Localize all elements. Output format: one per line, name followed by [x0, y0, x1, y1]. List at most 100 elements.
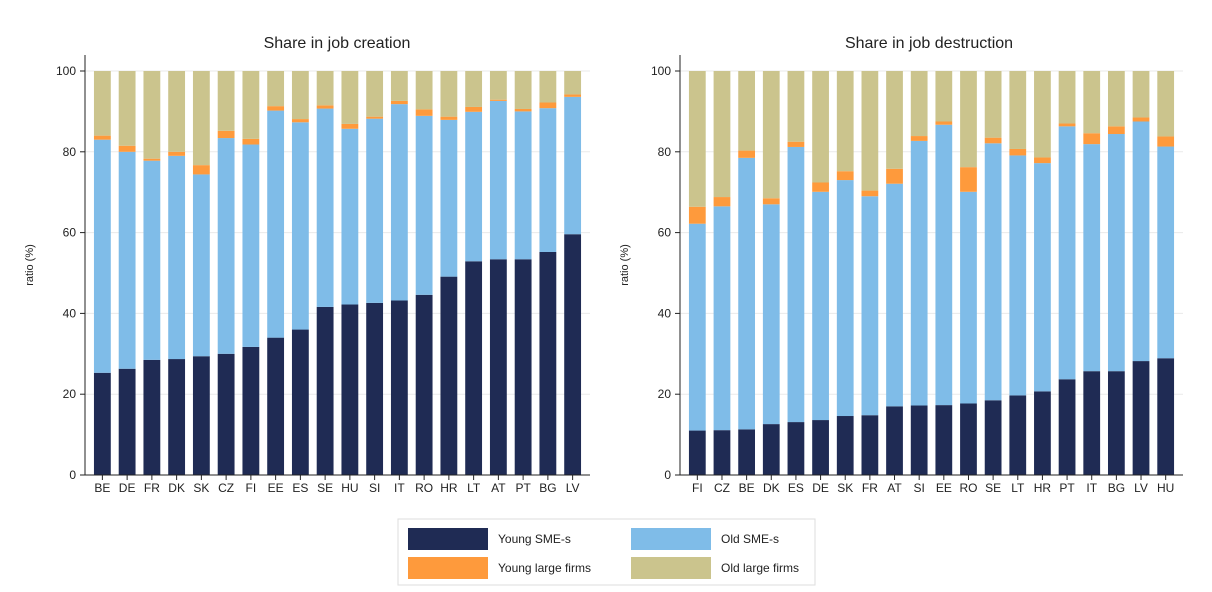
bar-young-sme-fi [242, 346, 260, 475]
bar-young-sme-dk [168, 359, 186, 475]
bar-old-sme-it [390, 104, 408, 301]
bar-young-large-lv [1132, 117, 1150, 122]
bar-old-large-es [291, 71, 309, 120]
x-tick-label: AT [887, 481, 902, 495]
bar-young-large-bg [539, 102, 557, 109]
bar-young-large-at [489, 99, 507, 101]
y-axis-label: ratio (%) [24, 244, 36, 286]
bar-old-sme-lv [564, 96, 582, 235]
bar-old-sme-se [316, 108, 334, 307]
bar-young-large-es [291, 119, 309, 123]
bar-young-sme-cz [713, 430, 731, 475]
x-tick-label: HR [1034, 481, 1052, 495]
bar-young-sme-lv [564, 234, 582, 475]
bar-old-large-fi [688, 71, 706, 207]
bar-old-sme-se [984, 143, 1002, 401]
legend-swatch-old-large [631, 557, 711, 579]
bar-old-sme-ro [960, 191, 977, 404]
bar-young-sme-ee [267, 337, 285, 475]
chart-panel-1: Share in job creation ratio (%) 0 20 40 60 80 1… [24, 35, 590, 495]
x-tick-label: IT [1086, 481, 1097, 495]
x-tick-label: HR [440, 481, 458, 495]
x-tick-label: ES [788, 481, 804, 495]
x-tick-label: HU [1157, 481, 1174, 495]
y-tick-label: 60 [63, 226, 77, 240]
bar-old-sme-lt [1009, 155, 1027, 396]
bar-young-large-es [787, 141, 805, 147]
x-tick-label: SI [914, 481, 925, 495]
x-tick-label: LV [1134, 481, 1148, 495]
bar-young-sme-lt [1009, 395, 1027, 475]
x-tick-label: SK [837, 481, 853, 495]
bar-old-sme-de [118, 151, 136, 369]
y-tick-label: 100 [651, 64, 671, 78]
bar-old-large-si [366, 71, 384, 117]
bar-young-sme-it [390, 300, 408, 475]
bar-old-large-ro [415, 71, 433, 110]
x-tick-label: BG [1108, 481, 1125, 495]
bar-young-sme-es [787, 422, 805, 475]
bar-young-sme-hu [341, 304, 359, 475]
bar-old-large-pt [514, 71, 532, 109]
bar-young-large-be [738, 150, 756, 158]
bar-young-large-hr [1034, 157, 1051, 164]
bar-young-large-it [1083, 133, 1101, 145]
bar-old-large-hr [1034, 71, 1051, 158]
bar-young-sme-bg [1107, 371, 1125, 475]
bar-old-large-cz [217, 71, 235, 131]
bar-young-large-at [886, 168, 903, 184]
bar-old-large-fr [143, 71, 161, 159]
x-tick-label: FI [246, 481, 257, 495]
bar-old-large-at [489, 71, 507, 100]
x-tick-label: DE [119, 481, 136, 495]
bar-old-sme-ee [935, 124, 953, 406]
bar-young-sme-it [1083, 371, 1101, 475]
x-tick-label: FR [862, 481, 878, 495]
bar-old-sme-es [291, 122, 309, 330]
bar-old-large-se [984, 71, 1002, 138]
bar-young-sme-si [910, 405, 928, 475]
bar-young-large-de [812, 182, 829, 192]
bar-old-sme-lv [1132, 121, 1150, 362]
y-axis-label: ratio (%) [619, 244, 631, 286]
bar-old-large-lt [465, 71, 483, 107]
x-tick-label: RO [959, 481, 977, 495]
bar-old-sme-at [886, 183, 903, 407]
y-tick-label: 80 [63, 145, 77, 159]
bar-young-large-bg [1107, 126, 1125, 135]
y-tick-label: 20 [63, 387, 77, 401]
bar-young-large-cz [217, 130, 235, 139]
y-tick-label: 60 [658, 226, 672, 240]
bar-old-large-de [812, 71, 829, 183]
x-tick-label: DK [763, 481, 780, 495]
bar-young-sme-hr [440, 276, 458, 475]
bar-young-sme-at [886, 406, 903, 475]
bar-young-sme-pt [514, 259, 532, 475]
bar-old-sme-at [489, 100, 507, 260]
bar-young-sme-si [366, 302, 384, 475]
bar-young-sme-ro [960, 403, 977, 475]
y-tick-label: 0 [664, 468, 671, 482]
bar-old-sme-hr [440, 119, 458, 277]
x-tick-label: LT [467, 481, 481, 495]
bar-young-large-lv [564, 94, 582, 97]
legend: Young SME-s Old SME-s Young large firms Old… [397, 518, 816, 586]
x-tick-label: RO [415, 481, 433, 495]
bar-young-sme-cz [217, 353, 235, 475]
legend-label-old-sme: Old SME-s [721, 532, 779, 546]
bar-young-large-ee [267, 106, 285, 111]
x-tick-label: PT [1059, 481, 1075, 495]
legend-swatch-young-large [408, 557, 488, 579]
legend-label-young-large: Young large firms [498, 561, 591, 575]
bar-young-large-fi [688, 206, 706, 224]
bar-old-sme-pt [1058, 126, 1076, 380]
bar-old-sme-ro [415, 115, 433, 295]
bar-old-sme-de [812, 191, 829, 421]
bar-young-large-sk [192, 165, 210, 175]
bar-old-sme-fr [143, 160, 161, 360]
bar-old-large-be [738, 71, 756, 151]
bar-young-sme-hr [1034, 391, 1051, 475]
bar-young-sme-pt [1058, 379, 1076, 475]
bar-young-large-si [366, 116, 384, 119]
bar-young-large-se [316, 105, 334, 109]
